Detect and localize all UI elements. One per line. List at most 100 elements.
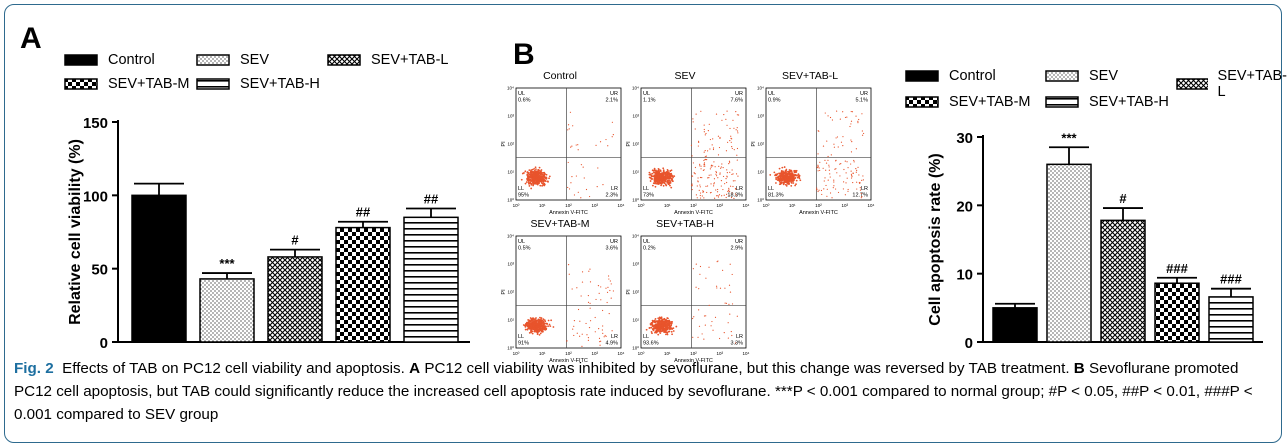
significance-label: ### xyxy=(1166,261,1188,276)
fc-y-tick: 10² xyxy=(632,142,639,147)
significance-label: ## xyxy=(424,192,439,207)
quadrant-name: UL xyxy=(768,91,775,97)
y-tick-label: 100 xyxy=(83,188,108,205)
fc-x-tick: 10⁰ xyxy=(763,203,770,208)
fc-x-label: Annexin V-FITC xyxy=(674,358,713,364)
legend-label: SEV+TAB-H xyxy=(1089,94,1169,110)
caption-stats: ***P < 0.001 compared to normal group; #… xyxy=(14,383,1253,423)
fc-plot-title: SEV+TAB-M xyxy=(530,218,590,230)
quadrant-percent: 2.9% xyxy=(730,246,743,252)
fc-x-tick: 10² xyxy=(690,351,697,356)
fc-dots xyxy=(520,111,614,199)
legend-label: SEV+TAB-M xyxy=(949,94,1031,110)
y-tick-label: 0 xyxy=(965,335,973,352)
fc-y-tick: 10⁰ xyxy=(507,198,514,203)
legend-swatch xyxy=(1176,78,1208,90)
quadrant-name: LR xyxy=(611,186,618,192)
fc-y-label: PI xyxy=(501,289,507,295)
fc-x-tick: 10² xyxy=(815,203,822,208)
fc-y-tick: 10⁴ xyxy=(632,234,639,239)
quadrant-percent: 2.1% xyxy=(605,98,618,104)
fc-x-tick: 10⁰ xyxy=(513,203,520,208)
legend-swatch xyxy=(64,78,98,90)
fc-plot-title: SEV+TAB-L xyxy=(781,70,839,82)
y-tick-label: 50 xyxy=(91,262,108,279)
fc-y-tick: 10² xyxy=(632,290,639,295)
legend-label: SEV+TAB-L xyxy=(1217,68,1287,100)
legend-item: SEV+TAB-L xyxy=(327,52,449,68)
fc-y-tick: 10⁴ xyxy=(507,86,514,91)
fc-y-tick: 10² xyxy=(757,142,764,147)
legend-item: SEV xyxy=(196,52,269,68)
quadrant-name: LL xyxy=(643,186,649,192)
fc-y-tick: 10¹ xyxy=(757,170,764,175)
fc-dots xyxy=(522,264,614,347)
y-tick-label: 30 xyxy=(956,130,973,147)
fc-dots xyxy=(648,110,740,200)
legend-swatch xyxy=(196,78,230,90)
y-axis-label: Cell apoptosis rate (%) xyxy=(927,153,944,325)
caption-text-2: PC12 cell viability was inhibited by sev… xyxy=(424,360,1070,377)
fc-x-tick: 10⁴ xyxy=(743,351,750,356)
fc-x-tick: 10⁴ xyxy=(743,203,750,208)
bar xyxy=(131,194,187,343)
fc-x-label: Annexin V-FITC xyxy=(799,210,838,216)
y-tick-label: 0 xyxy=(100,335,108,352)
legend-swatch xyxy=(64,54,98,66)
panel-b-label: B xyxy=(513,38,535,71)
bar xyxy=(1100,219,1146,343)
caption-text-3: Sevoflurane promoted PC12 cell apoptosis… xyxy=(14,360,1239,400)
fc-x-tick: 10⁰ xyxy=(638,203,645,208)
fc-y-label: PI xyxy=(501,141,507,147)
quadrant-name: UL xyxy=(643,91,650,97)
legend-swatch xyxy=(905,96,939,108)
bar xyxy=(1208,296,1254,343)
quadrant-name: LL xyxy=(643,334,649,340)
quadrant-percent: 0.6% xyxy=(518,98,531,104)
fc-y-tick: 10⁰ xyxy=(632,346,639,351)
legend-item: Control xyxy=(64,52,155,68)
quadrant-name: UL xyxy=(518,239,525,245)
significance-label: # xyxy=(291,233,299,248)
fc-y-tick: 10¹ xyxy=(507,170,514,175)
fc-y-tick: 10³ xyxy=(507,262,514,267)
fc-y-tick: 10⁴ xyxy=(507,234,514,239)
fc-x-label: Annexin V-FITC xyxy=(674,210,713,216)
quadrant-percent: 3.6% xyxy=(605,246,618,252)
legend-label: Control xyxy=(108,52,155,68)
legend-item: SEV+TAB-M xyxy=(64,76,190,92)
caption-a: A xyxy=(409,360,421,377)
figure-caption: Fig. 2 Effects of TAB on PC12 cell viabi… xyxy=(14,357,1276,426)
legend-swatch xyxy=(196,54,230,66)
quadrant-percent: 0.2% xyxy=(643,246,656,252)
fc-x-tick: 10⁰ xyxy=(513,351,520,356)
panel-a-label: A xyxy=(20,22,42,55)
bar xyxy=(267,256,323,343)
fc-y-tick: 10² xyxy=(507,290,514,295)
fc-x-tick: 10⁰ xyxy=(638,351,645,356)
fc-x-tick: 10³ xyxy=(716,351,723,356)
legend-label: SEV xyxy=(240,52,270,68)
fc-y-label: PI xyxy=(626,141,632,147)
quadrant-percent: 18.3% xyxy=(727,193,743,199)
quadrant-name: LR xyxy=(611,334,618,340)
legend-swatch xyxy=(1045,70,1079,82)
legend-label: SEV+TAB-H xyxy=(240,76,320,92)
viability-bar-chart: 0 50 100 150 Relative cell viability (%) *** #… xyxy=(67,115,470,352)
fc-x-label: Annexin V-FITC xyxy=(549,210,588,216)
legend-item: SEV+TAB-H xyxy=(196,76,320,92)
quadrant-percent: 73% xyxy=(643,193,654,199)
fc-x-tick: 10⁴ xyxy=(618,351,625,356)
bar xyxy=(335,226,391,343)
quadrant-percent: 95% xyxy=(518,193,529,199)
fc-y-tick: 10¹ xyxy=(632,170,639,175)
fc-x-tick: 10³ xyxy=(591,203,598,208)
y-axis-label: Relative cell viability (%) xyxy=(67,139,84,325)
quadrant-name: LL xyxy=(518,186,524,192)
bar xyxy=(1154,282,1200,343)
quadrant-name: UR xyxy=(610,91,618,97)
